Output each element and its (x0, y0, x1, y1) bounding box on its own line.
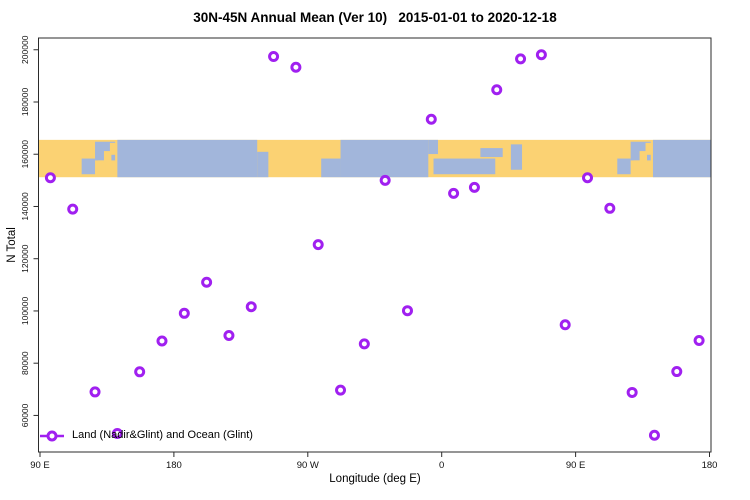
data-point (671, 366, 683, 378)
map-ocean-patch (510, 144, 523, 170)
y-tick-label: 120000 (20, 244, 30, 273)
x-tick-label: 90 W (297, 460, 319, 471)
plot-frame (38, 37, 712, 453)
map-land-patch (633, 160, 642, 172)
y-tick-label: 180000 (20, 88, 30, 117)
data-point (44, 172, 56, 184)
legend-marker-circle (46, 430, 58, 442)
map-ocean-patch (321, 158, 341, 178)
map-ocean-patch (617, 158, 631, 175)
data-point (134, 366, 146, 378)
data-point (491, 84, 503, 96)
x-axis-title: Longitude (deg E) (329, 473, 421, 485)
data-point (268, 51, 280, 63)
map-land-patch (103, 151, 112, 164)
data-point (604, 202, 616, 214)
y-tick-label: 160000 (20, 140, 30, 169)
data-point (379, 174, 391, 186)
y-tick-label: 60000 (20, 403, 30, 427)
map-ocean-patch (257, 151, 269, 178)
map-ocean-patch (433, 158, 496, 175)
x-tick-label: 90 E (30, 460, 50, 471)
y-tick-label: 200000 (20, 35, 30, 64)
map-land-patch (98, 160, 106, 172)
x-tick-label: 90 E (566, 460, 586, 471)
data-point (648, 429, 660, 441)
data-point (111, 427, 123, 439)
data-point (515, 53, 527, 65)
data-point (89, 386, 101, 398)
x-tick-label: 180 (166, 460, 182, 471)
data-point (223, 330, 235, 342)
data-point (67, 203, 79, 215)
legend-label: Land (Nadir&Glint) and Ocean (Glint) (72, 429, 253, 441)
map-ocean-patch (117, 139, 258, 178)
y-axis-title: N Total (6, 227, 18, 263)
data-point (693, 334, 705, 346)
data-point (312, 239, 324, 251)
data-point (401, 305, 413, 317)
map-ocean-patch (81, 158, 96, 175)
map-ocean-patch (652, 139, 711, 178)
x-tick-label: 0 (439, 460, 444, 471)
map-ocean-patch (480, 148, 503, 158)
map-land-patch (639, 151, 648, 164)
data-point (626, 386, 638, 398)
x-tick-label: 180 (702, 460, 718, 471)
map-land-patch (645, 142, 653, 155)
data-point (245, 301, 257, 313)
data-point (582, 172, 594, 184)
y-tick-label: 100000 (20, 297, 30, 326)
data-point (156, 335, 168, 347)
data-point (178, 307, 190, 319)
data-point (335, 384, 347, 396)
chart-title: 30N-45N Annual Mean (Ver 10) 2015-01-01 … (193, 10, 557, 25)
y-tick-label: 140000 (20, 192, 30, 221)
data-point (448, 187, 460, 199)
data-point (535, 49, 547, 61)
data-point (358, 338, 370, 350)
data-point (468, 181, 480, 193)
data-point (425, 113, 437, 125)
y-tick-label: 80000 (20, 351, 30, 375)
data-point (559, 319, 571, 331)
data-point (201, 276, 213, 288)
data-point (290, 61, 302, 73)
map-ocean-patch (428, 139, 438, 155)
map-land-patch (109, 142, 117, 155)
map-ocean-patch (340, 139, 429, 178)
